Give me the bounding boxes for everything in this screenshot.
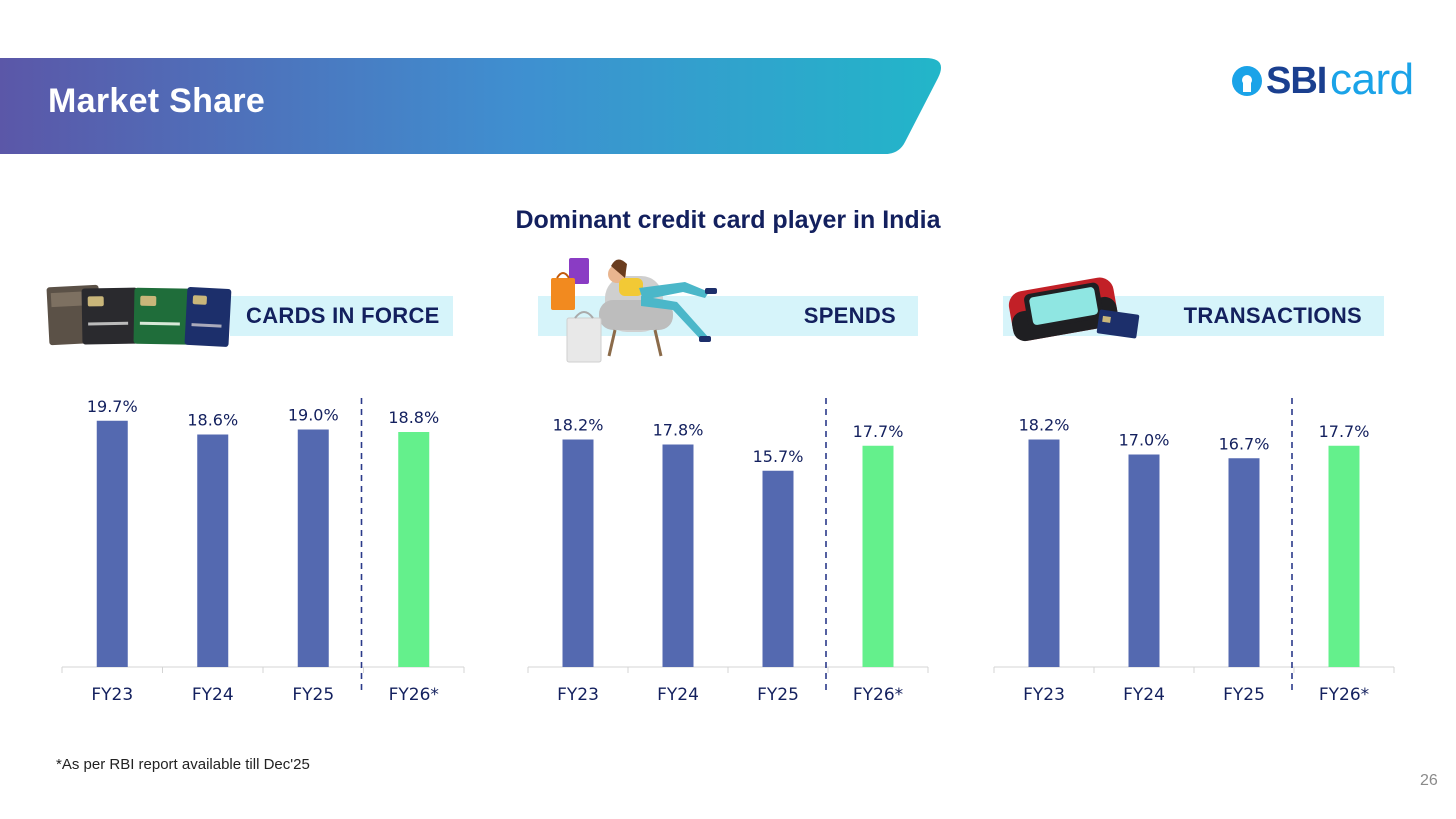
spends-value-label: 17.7% [853, 422, 904, 441]
title-banner [0, 58, 945, 154]
cards-in-force-category-label: FY23 [91, 685, 133, 705]
transactions-category-label: FY25 [1223, 685, 1265, 705]
woman-shopping-icon [551, 258, 717, 363]
sbi-card-logo: SBI card [1232, 55, 1424, 104]
transactions-category-label: FY23 [1023, 685, 1065, 705]
transactions-bar-fy24 [1128, 454, 1160, 667]
footnote: *As per RBI report available till Dec'25 [56, 756, 310, 773]
banner-background [0, 58, 942, 154]
spends-value-label: 18.2% [553, 416, 604, 435]
transactions-value-label: 16.7% [1219, 434, 1270, 453]
spends-category-label: FY24 [657, 685, 699, 705]
spends-bar-fy25 [762, 470, 794, 667]
transactions-category-label: FY26* [1319, 685, 1369, 705]
cards-in-force-value-label: 18.8% [388, 408, 439, 427]
cards-in-force-value-label: 19.7% [87, 397, 138, 416]
page-number: 26 [1420, 772, 1438, 789]
logo-suffix: card [1330, 55, 1414, 104]
cards-in-force-bar-fy25 [297, 429, 329, 667]
cards-in-force-category-label: FY25 [292, 685, 334, 705]
cards-in-force-category-label: FY26* [389, 685, 439, 705]
cards-in-force-bar-fy24 [197, 434, 229, 667]
transactions-value-label: 18.2% [1019, 416, 1070, 435]
cards-in-force-bar-fy23 [96, 420, 128, 667]
spends-bar-fy24 [662, 444, 694, 667]
cards-in-force-header: CARDS IN FORCE [230, 296, 453, 336]
spends-category-label: FY25 [757, 685, 799, 705]
transactions-category-label: FY24 [1123, 685, 1165, 705]
spends-category-label: FY23 [557, 685, 599, 705]
transactions-bar-fy25 [1228, 458, 1260, 667]
transactions-value-label: 17.0% [1119, 431, 1170, 450]
spends-value-label: 17.8% [653, 421, 704, 440]
transactions-bar-fy26 [1328, 445, 1360, 667]
transactions-value-label: 17.7% [1319, 422, 1370, 441]
sbi-logo-icon [1232, 66, 1262, 96]
cards-in-force-value-label: 18.6% [187, 411, 238, 430]
pos-terminal-icon [1008, 277, 1140, 342]
slide-subtitle: Dominant credit card player in India [515, 206, 941, 234]
transactions-bar-fy23 [1028, 439, 1060, 667]
slide-title: Market Share [48, 82, 266, 120]
spends-category-label: FY26* [853, 685, 903, 705]
credit-cards-icon [46, 284, 232, 347]
spends-bar-fy26 [862, 445, 894, 667]
cards-in-force-bar-fy26 [398, 432, 430, 667]
transactions-title: TRANSACTIONS [1183, 303, 1362, 328]
spends-value-label: 15.7% [753, 447, 804, 466]
cards-in-force-title: CARDS IN FORCE [246, 303, 440, 328]
cards-in-force-value-label: 19.0% [288, 406, 339, 425]
cards-in-force-category-label: FY24 [192, 685, 234, 705]
spends-title: SPENDS [803, 303, 896, 328]
logo-prefix: SBI [1266, 60, 1327, 102]
spends-bar-fy23 [562, 439, 594, 667]
